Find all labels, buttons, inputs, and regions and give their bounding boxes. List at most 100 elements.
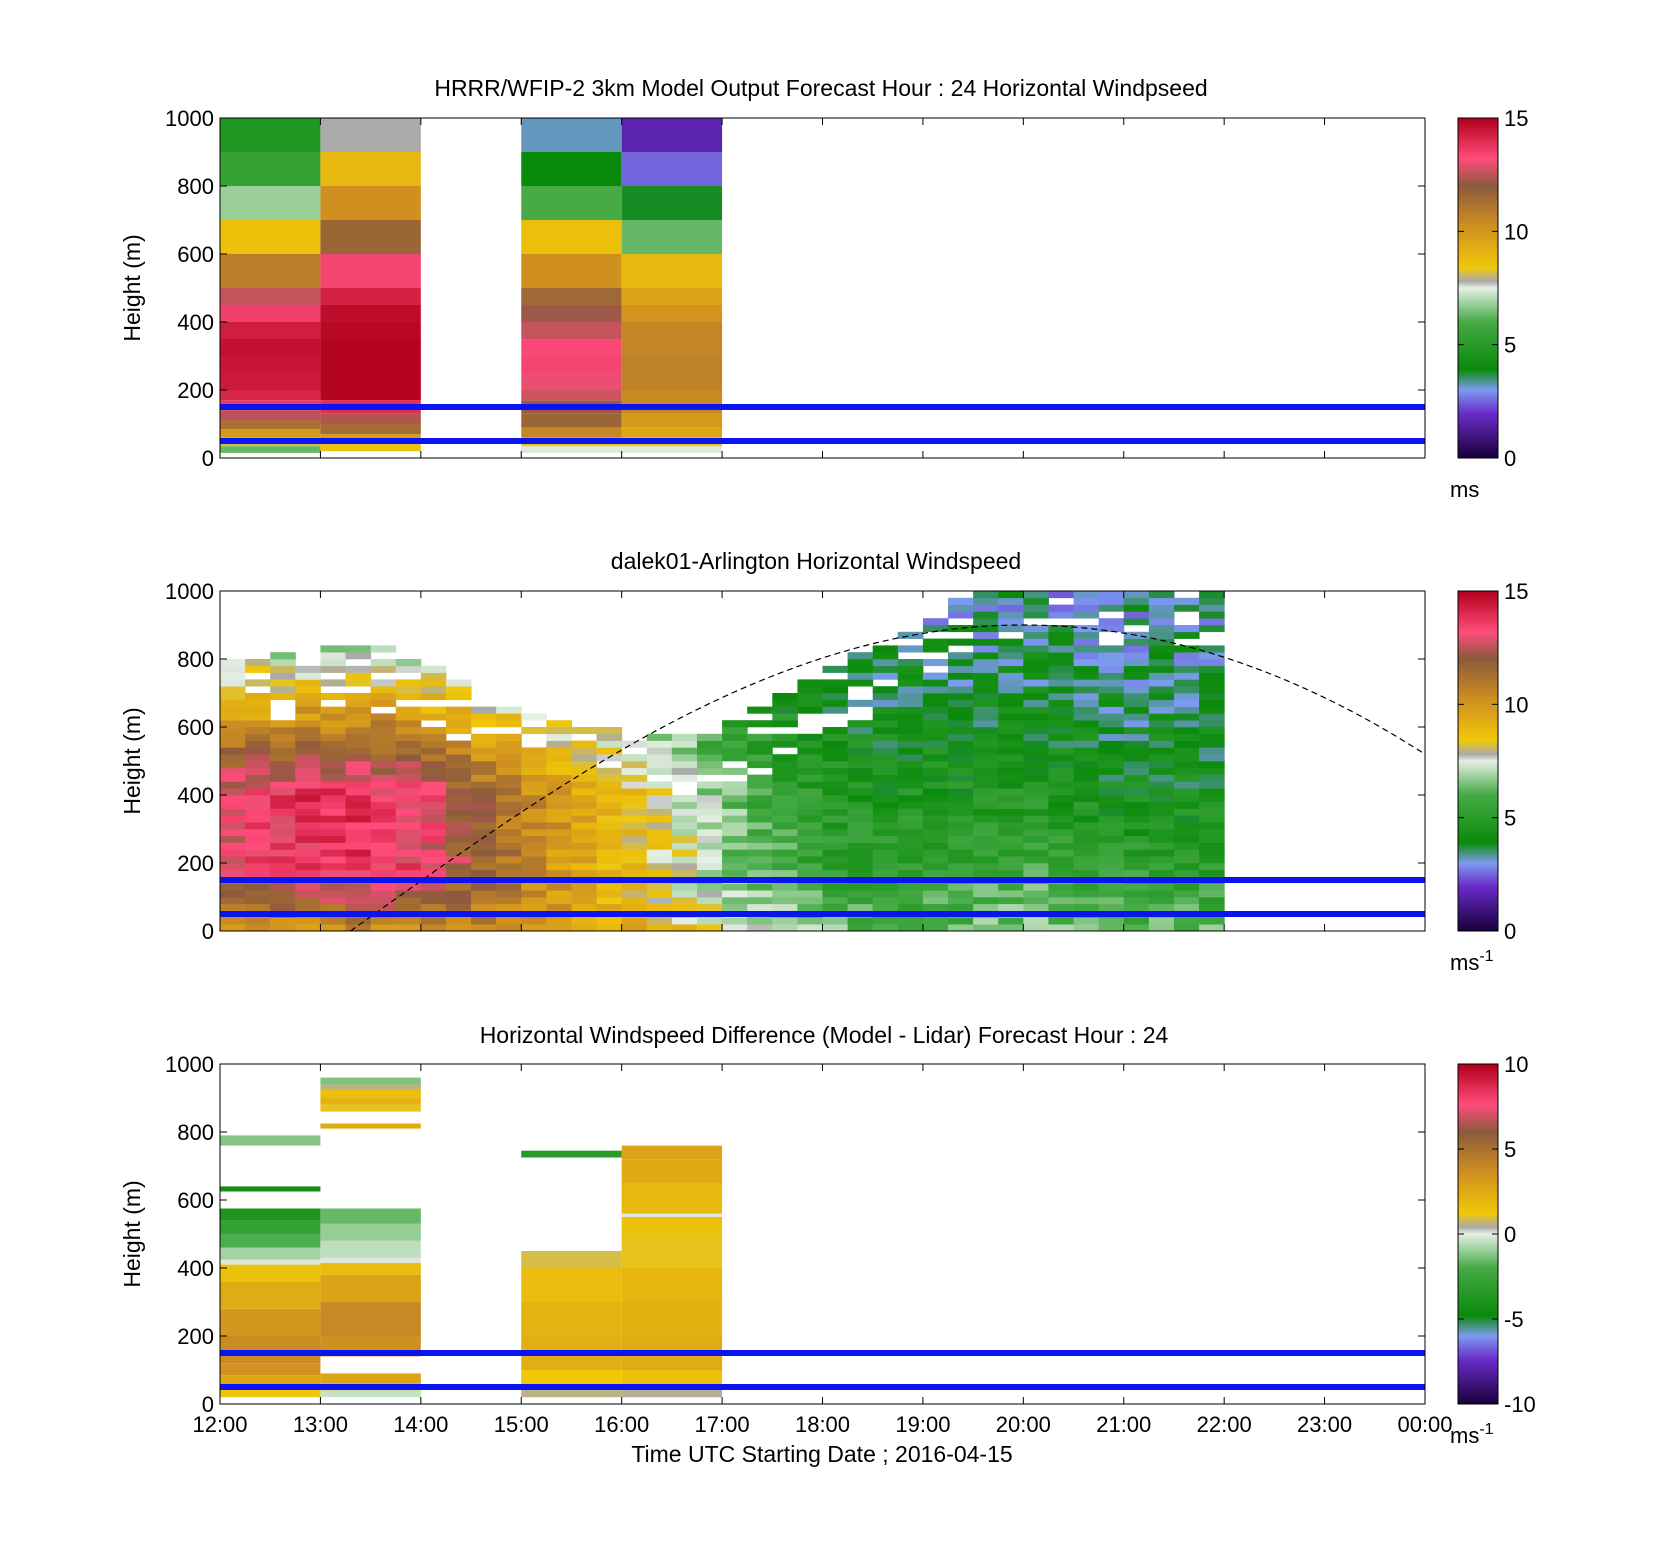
- heatmap-cell: [1199, 727, 1225, 735]
- heatmap-cell: [973, 611, 999, 619]
- heatmap-cell: [797, 856, 823, 864]
- heatmap-cell: [922, 822, 949, 830]
- heatmap-cell: [1148, 924, 1175, 932]
- heatmap-cell: [245, 693, 271, 701]
- heatmap-cell: [671, 767, 698, 775]
- heatmap-cell: [320, 1077, 421, 1085]
- heatmap-cell: [320, 754, 347, 762]
- panel-2-sun-curve: [350, 624, 1426, 932]
- heatmap-cell: [922, 706, 949, 714]
- heatmap-cell: [270, 672, 296, 680]
- heatmap-cell: [295, 713, 321, 721]
- heatmap-cell: [320, 1208, 421, 1224]
- heatmap-cell: [1098, 849, 1125, 857]
- heatmap-cell: [471, 869, 497, 877]
- heatmap-cell: [1199, 693, 1225, 701]
- heatmap-cell: [621, 815, 648, 823]
- heatmap-cell: [897, 788, 924, 796]
- heatmap-cell: [320, 863, 347, 871]
- heatmap-cell: [345, 795, 372, 803]
- heatmap-cell: [1199, 591, 1225, 599]
- heatmap-cell: [395, 903, 422, 911]
- heatmap-cell: [998, 808, 1024, 816]
- heatmap-cell: [847, 747, 874, 755]
- heatmap-cell: [872, 767, 899, 775]
- heatmap-cell: [847, 842, 874, 850]
- heatmap-cell: [948, 754, 974, 762]
- heatmap-cell: [847, 672, 874, 680]
- heatmap-cell: [1073, 727, 1100, 735]
- heatmap-cell: [847, 652, 874, 660]
- heatmap-cell: [320, 815, 347, 823]
- heatmap-cell: [1148, 706, 1175, 714]
- heatmap-cell: [897, 890, 924, 898]
- heatmap-cell: [922, 849, 949, 857]
- heatmap-cell: [220, 1259, 321, 1265]
- heatmap-cell: [1199, 829, 1225, 837]
- heatmap-cell: [948, 856, 974, 864]
- heatmap-cell: [897, 740, 924, 748]
- heatmap-cell: [295, 917, 321, 925]
- colorbar-unit: ms: [1450, 477, 1479, 502]
- heatmap-cell: [320, 808, 347, 816]
- heatmap-cell: [772, 815, 798, 823]
- heatmap-cell: [521, 747, 547, 755]
- heatmap-cell: [571, 774, 598, 782]
- heatmap-cell: [1098, 618, 1125, 626]
- heatmap-cell: [1199, 713, 1225, 721]
- heatmap-cell: [1023, 856, 1049, 864]
- heatmap-cell: [696, 856, 723, 864]
- heatmap-cell: [571, 740, 598, 748]
- y-tick-label: 1000: [165, 106, 214, 131]
- panel-3-reference-lines: [220, 1350, 1425, 1390]
- heatmap-cell: [546, 720, 572, 728]
- heatmap-cell: [496, 883, 522, 891]
- heatmap-cell: [1073, 665, 1100, 673]
- heatmap-cell: [220, 774, 246, 782]
- heatmap-cell: [320, 733, 347, 741]
- heatmap-cell: [772, 781, 798, 789]
- heatmap-cell: [521, 152, 622, 186]
- heatmap-cell: [220, 1336, 321, 1364]
- heatmap-cell: [1123, 699, 1150, 707]
- heatmap-cell: [621, 835, 648, 843]
- heatmap-cell: [345, 747, 372, 755]
- heatmap-cell: [395, 924, 422, 932]
- heatmap-cell: [847, 699, 874, 707]
- heatmap-cell: [295, 774, 321, 782]
- heatmap-cell: [847, 740, 874, 748]
- heatmap-cell: [722, 754, 748, 762]
- heatmap-cell: [897, 917, 924, 925]
- heatmap-cell: [1098, 774, 1125, 782]
- heatmap-cell: [1148, 801, 1175, 809]
- heatmap-cell: [546, 788, 572, 796]
- heatmap-cell: [847, 835, 874, 843]
- heatmap-cell: [571, 808, 598, 816]
- heatmap-cell: [722, 733, 748, 741]
- heatmap-cell: [1098, 591, 1125, 599]
- heatmap-cell: [220, 390, 321, 401]
- heatmap-cell: [1173, 597, 1200, 605]
- heatmap-cell: [897, 659, 924, 667]
- heatmap-cell: [1173, 883, 1200, 891]
- heatmap-cell: [797, 903, 823, 911]
- heatmap-cell: [1098, 645, 1125, 653]
- heatmap-cell: [1148, 761, 1175, 769]
- heatmap-cell: [1073, 686, 1100, 694]
- heatmap-cell: [1073, 815, 1100, 823]
- heatmap-cell: [1199, 815, 1225, 823]
- heatmap-cell: [1073, 740, 1100, 748]
- heatmap-cell: [1048, 693, 1075, 701]
- heatmap-cell: [797, 795, 823, 803]
- heatmap-cell: [948, 604, 974, 612]
- heatmap-cell: [646, 754, 673, 762]
- heatmap-cell: [1123, 733, 1150, 741]
- heatmap-cell: [872, 856, 899, 864]
- heatmap-cell: [220, 727, 246, 735]
- heatmap-cell: [1098, 863, 1125, 871]
- heatmap-cell: [646, 890, 673, 898]
- heatmap-cell: [1048, 849, 1075, 857]
- heatmap-cell: [471, 808, 497, 816]
- heatmap-cell: [1199, 604, 1225, 612]
- heatmap-cell: [722, 822, 748, 830]
